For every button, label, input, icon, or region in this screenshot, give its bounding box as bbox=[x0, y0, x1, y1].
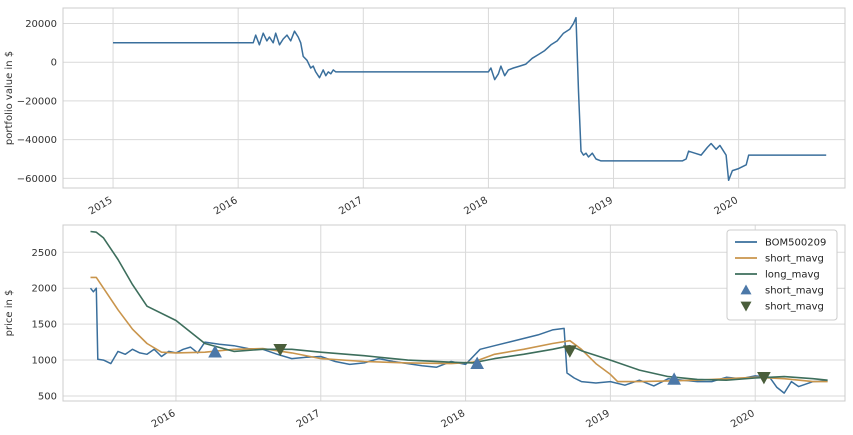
series-line-1 bbox=[90, 276, 828, 383]
y-tick-label: −40000 bbox=[17, 135, 57, 146]
buy-marker bbox=[208, 345, 222, 358]
legend: BOM500209short_mavglong_mavgshort_mavgsh… bbox=[726, 229, 838, 321]
series-line-0 bbox=[89, 287, 828, 394]
plot-frame bbox=[62, 224, 846, 402]
sell-marker bbox=[563, 345, 577, 358]
y-tick-label: −60000 bbox=[17, 174, 57, 185]
y-axis-label: price in $ bbox=[4, 290, 15, 337]
x-tick-label: 2019 bbox=[584, 408, 612, 430]
legend-label: long_mavg bbox=[765, 270, 820, 281]
y-tick-label: 2500 bbox=[32, 248, 57, 259]
sell-marker bbox=[757, 371, 771, 385]
y-tick-label: 0 bbox=[51, 58, 57, 69]
legend-marker bbox=[740, 284, 752, 295]
legend-label: short_mavg bbox=[765, 286, 824, 297]
legend-label: short_mavg bbox=[765, 254, 824, 265]
x-tick-label: 2016 bbox=[212, 195, 240, 217]
buy-marker bbox=[470, 356, 485, 369]
y-tick-label: 2000 bbox=[32, 284, 57, 295]
buy-marker bbox=[667, 372, 681, 385]
y-tick-label: −20000 bbox=[17, 96, 57, 107]
x-tick-label: 2018 bbox=[462, 195, 490, 217]
y-tick-label: 1500 bbox=[32, 320, 57, 331]
x-tick-label: 2019 bbox=[587, 195, 615, 217]
legend-box bbox=[726, 229, 838, 321]
price-chart: 500 1000 1500 2000 2500 2016 2017 2018 2019 2020 p… bbox=[4, 224, 846, 430]
x-tick-label: 2015 bbox=[87, 195, 115, 217]
legend-label: short_mavg bbox=[765, 302, 824, 313]
portfolio-value-chart: 20000 0 −20000 −40000 −60000 2015 2016 2017 2018… bbox=[4, 7, 846, 217]
x-tick-label: 2017 bbox=[337, 195, 365, 217]
series-line-2 bbox=[90, 230, 828, 381]
sell-marker bbox=[273, 343, 288, 357]
x-tick-label: 2016 bbox=[150, 408, 178, 430]
y-axis-label: portfolio value in $ bbox=[4, 51, 15, 145]
series-line-0 bbox=[113, 16, 827, 182]
legend-label: BOM500209 bbox=[765, 238, 826, 249]
y-tick-label: 20000 bbox=[25, 19, 57, 30]
x-tick-label: 2017 bbox=[295, 408, 323, 430]
plot-frame bbox=[62, 7, 846, 189]
y-tick-label: 1000 bbox=[32, 356, 57, 367]
legend-marker bbox=[740, 301, 752, 312]
x-tick-label: 2018 bbox=[440, 408, 468, 430]
x-tick-label: 2020 bbox=[729, 408, 757, 430]
x-tick-label: 2020 bbox=[713, 195, 741, 217]
y-tick-label: 500 bbox=[38, 391, 57, 402]
